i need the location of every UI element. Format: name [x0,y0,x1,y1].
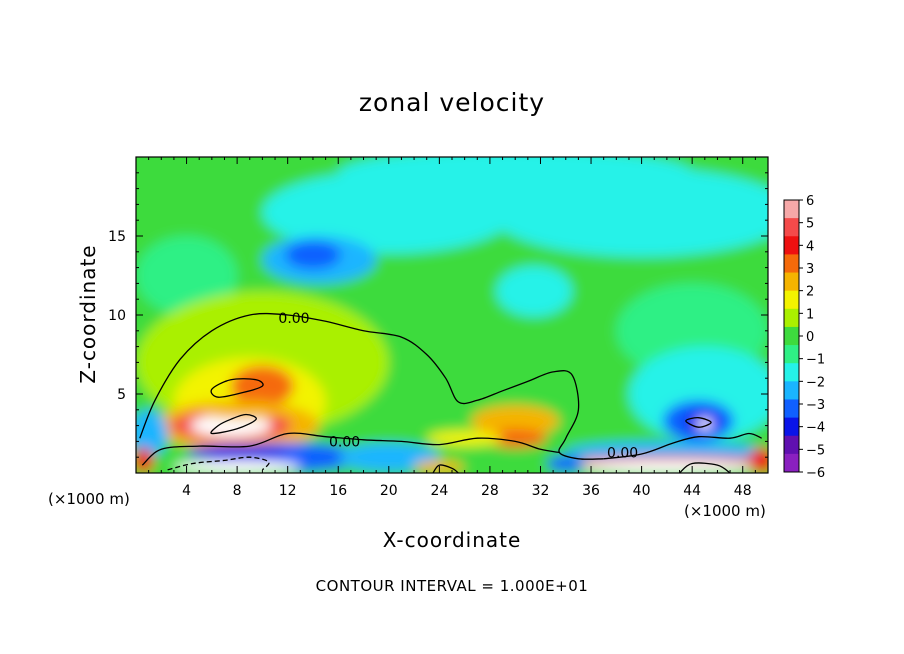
contour-line-1 [141,432,560,466]
contour-label-1: 0.00 [329,434,360,450]
y-tick-label-1: 10 [108,308,126,324]
colorbar-label-2: 4 [806,239,814,254]
contour-line-2 [603,432,762,460]
contour-label-2: 0.00 [607,445,638,461]
field-region-17 [483,428,547,448]
y-tick-label-0: 5 [117,387,126,403]
field-region-31 [136,447,154,473]
x-tick-label-11: 48 [734,483,752,499]
field-region-34 [546,455,585,472]
colorbar-label-0: 6 [806,194,814,209]
colorbar-band-6 [784,308,799,328]
colorbar-band-14 [784,453,799,473]
colorbar-band-10 [784,381,799,400]
contour-line-7 [432,464,459,473]
field-region-5 [285,240,341,270]
x-unit-label-right: (×1000 m) [684,502,766,520]
colorbar-label-8: −2 [806,375,825,390]
field-region-7 [136,236,238,315]
field-region-18 [426,430,503,447]
colorbar-label-3: 3 [806,262,814,277]
field-region-23 [136,409,168,458]
colorbar-label-7: −1 [806,353,825,368]
x-tick-label-3: 16 [329,483,347,499]
colorbar-label-12: −6 [806,466,825,481]
x-tick-label-9: 40 [633,483,651,499]
contour-line-0 [139,312,604,460]
x-tick-label-2: 12 [279,483,297,499]
y-tick-label-2: 15 [108,229,126,245]
colorbar-band-2 [784,236,799,255]
field-region-27 [565,441,768,461]
x-tick-label-5: 24 [430,483,448,499]
y-axis-label: Z-coordinate [76,244,100,384]
chart-title: zonal velocity [358,88,546,117]
contour-line-3 [210,378,264,398]
field-region-26 [338,442,440,472]
contour-line-4 [210,413,257,435]
colorbar-label-9: −3 [806,398,825,413]
x-unit-label-left: (×1000 m) [48,490,130,508]
contour-line-8 [679,462,731,473]
colorbar-band-12 [784,417,799,437]
x-tick-label-7: 32 [532,483,550,499]
colorbar-band-5 [784,290,799,310]
colorbar-band-1 [784,218,799,237]
x-tick-label-1: 8 [233,483,242,499]
field-region-25 [186,444,288,461]
colorbar-band-3 [784,254,799,274]
x-tick-label-6: 28 [481,483,499,499]
x-axis-label: X-coordinate [382,528,522,552]
colorbar-band-7 [784,326,799,346]
colorbar: 6 5 4 3 2 1 0 −1 −2 −3 −4 −5 −6 [783,194,825,481]
colorbar-band-9 [784,363,799,382]
colorbar-band-11 [784,399,799,419]
field-region-15 [199,400,288,420]
colorbar-label-4: 2 [806,285,814,300]
x-tick-label-10: 44 [683,483,701,499]
contour-interval-note: CONTOUR INTERVAL = 1.000E+01 [315,577,589,595]
colorbar-label-10: −4 [806,421,825,436]
x-tick-label-8: 36 [582,483,600,499]
field-region-14 [190,414,272,437]
contour-label-0: 0.00 [278,311,309,327]
colorbar-label-11: −5 [806,443,825,458]
contour-lines [139,312,762,473]
x-tick-label-4: 20 [380,483,398,499]
colorbar-band-0 [784,200,799,219]
field-region-6 [496,266,573,317]
velocity-field [136,157,768,473]
x-tick-label-0: 4 [182,483,191,499]
colorbar-band-13 [784,435,799,455]
contour-labels: 0.00 0.00 0.00 [278,311,638,461]
contour-line-5 [685,417,712,428]
field-region-32 [749,447,768,473]
colorbar-label-5: 1 [806,307,814,322]
colorbar-band-4 [784,272,799,292]
field-region-3 [338,157,693,197]
colorbar-label-1: 5 [806,217,814,232]
field-region-16 [470,405,560,437]
colorbar-band-8 [784,345,799,364]
colorbar-label-6: 0 [806,330,814,345]
